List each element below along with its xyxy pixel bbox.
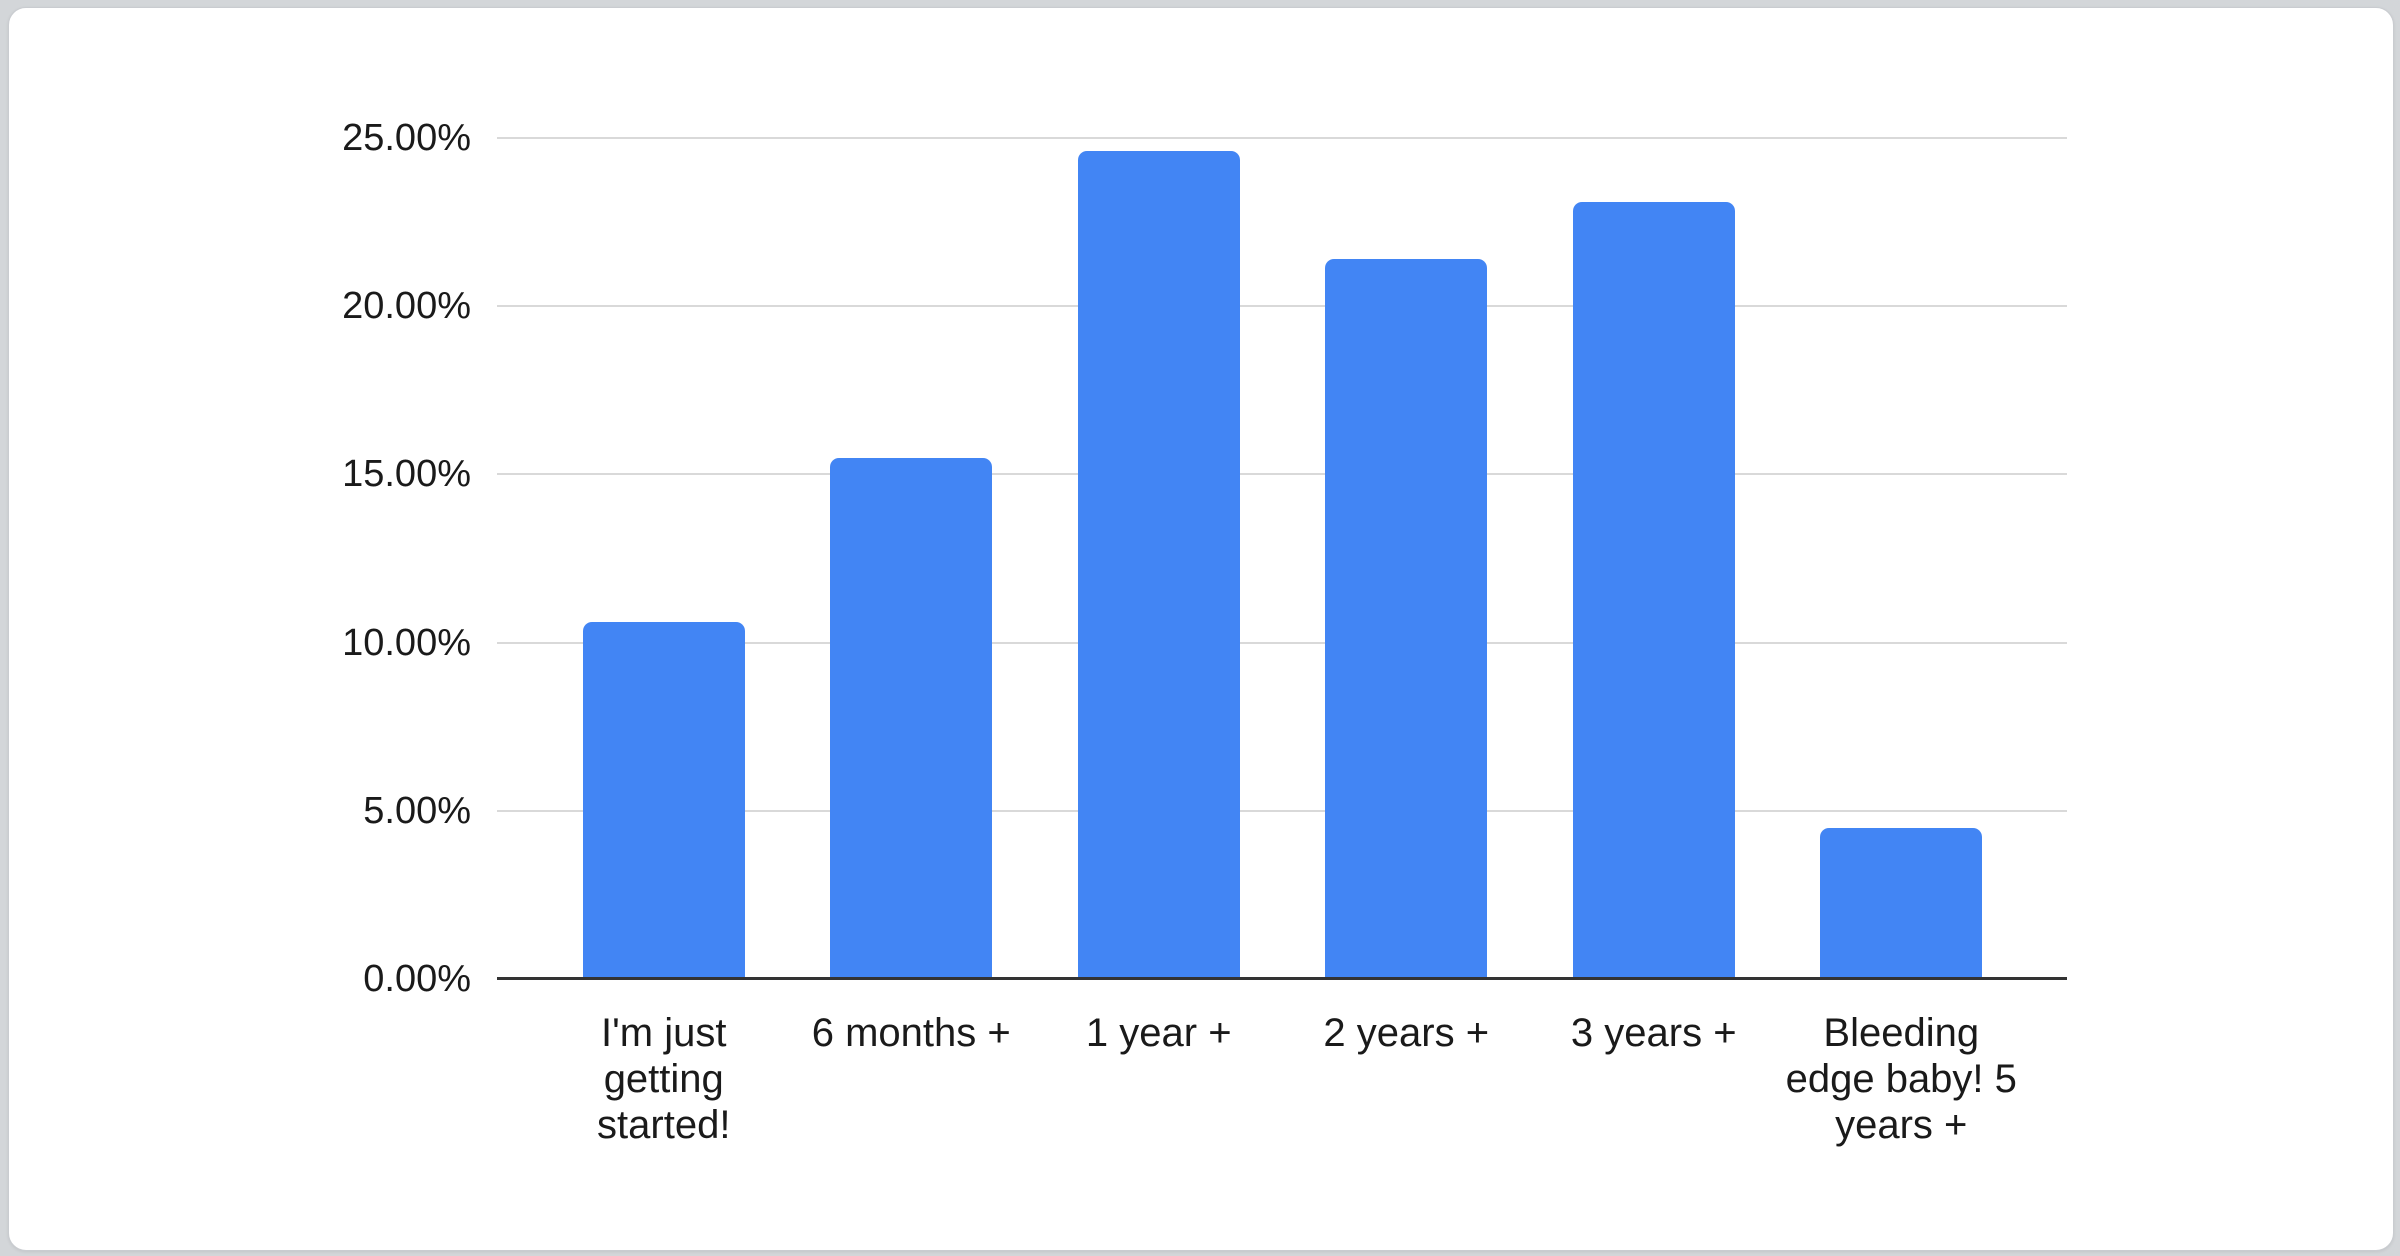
bar-slot xyxy=(1283,138,1531,979)
y-axis-tick-label: 25.00% xyxy=(342,117,471,159)
x-axis-category-label: 2 years + xyxy=(1323,1011,1490,1055)
bar-slot xyxy=(540,138,788,979)
gridline xyxy=(497,137,2067,139)
x-axis-category-label: 1 year + xyxy=(1085,1011,1232,1055)
bar-3[interactable] xyxy=(1077,151,1240,979)
plot-area: 0.00% 5.00% 10.00% 15.00% 20.00% 25.00% I'm j… xyxy=(342,117,2067,1147)
y-axis-tick-label: 5.00% xyxy=(363,789,471,832)
x-axis-category-label: Bleeding edge baby! 5 years + xyxy=(1785,1011,2017,1147)
bar-2[interactable] xyxy=(830,457,993,979)
gridline xyxy=(497,473,2067,476)
gridline xyxy=(497,809,2067,812)
y-axis-tick-label: 20.00% xyxy=(342,285,471,328)
bar-4[interactable] xyxy=(1325,259,1488,979)
gridline xyxy=(497,641,2067,644)
y-axis-tick-label: 0.00% xyxy=(363,958,471,1000)
y-axis-tick-label: 10.00% xyxy=(342,621,471,664)
bars-band xyxy=(540,138,2025,979)
bar-slot xyxy=(788,138,1036,979)
x-axis-category-label: I'm just getting started! xyxy=(597,1011,731,1147)
bar-slot xyxy=(1035,138,1283,979)
bar-slot xyxy=(1778,138,2026,979)
y-axis-tick-label: 15.00% xyxy=(342,453,471,496)
x-axis-line xyxy=(497,977,2067,980)
gridline xyxy=(497,305,2067,308)
x-axis-category-label: 3 years + xyxy=(1570,1011,1737,1055)
x-axis-category-labels: I'm just getting started! 6 months + 1 yea… xyxy=(540,1010,2025,1148)
bar-6[interactable] xyxy=(1820,827,1983,979)
bar-slot xyxy=(1530,138,1778,979)
chart-card: 0.00% 5.00% 10.00% 15.00% 20.00% 25.00% I'm j… xyxy=(8,7,2394,1251)
bar-1[interactable] xyxy=(582,622,745,979)
x-axis-category-label: 6 months + xyxy=(811,1011,1011,1055)
bar-5[interactable] xyxy=(1572,201,1735,979)
